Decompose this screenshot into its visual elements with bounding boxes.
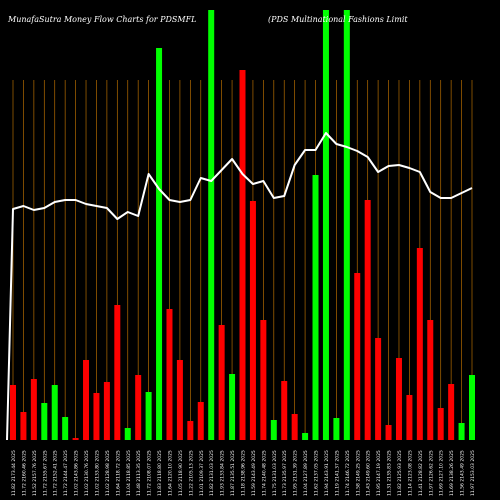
- money-flow-bar: [93, 393, 100, 440]
- price-line: [6, 132, 473, 441]
- x-tick-label: 11.75 2131.03 2025: [272, 450, 278, 496]
- x-tick-label: 11.97 2153.03 2025: [470, 450, 476, 496]
- money-flow-bar: [291, 414, 298, 440]
- x-tick-label: 11.94 2143.91 2025: [324, 450, 330, 496]
- money-flow-bar: [41, 403, 48, 440]
- money-flow-bar: [385, 425, 392, 440]
- x-tick-label: 11.72 2144.47 2025: [63, 450, 69, 496]
- x-tick-label: 11.02 2143.86 2025: [74, 450, 80, 496]
- x-tick-label: 11.95 2131.39 2025: [293, 450, 299, 496]
- x-tick-label: 11.01 2109.37 2025: [199, 450, 205, 496]
- x-tick-label: 11.83 2118.80 2025: [157, 450, 163, 496]
- money-flow-bar: [135, 375, 142, 440]
- money-flow-bar: [260, 320, 267, 440]
- money-flow-bar: [103, 382, 110, 440]
- money-flow-bar: [302, 433, 309, 440]
- money-flow-bar: [343, 10, 350, 440]
- bars: [10, 10, 475, 440]
- money-flow-bar: [427, 320, 434, 440]
- money-flow-bar: [270, 420, 277, 440]
- money-flow-bar: [62, 417, 69, 440]
- money-flow-bar: [249, 201, 256, 440]
- money-flow-bar: [51, 385, 58, 440]
- money-flow-bar: [354, 273, 361, 440]
- x-tick-label: 11.02 2128.98 2025: [105, 450, 111, 496]
- x-tick-label: 11.59 2143.49 2025: [251, 450, 257, 496]
- money-flow-bar: [20, 412, 27, 440]
- money-flow-bar: [10, 385, 16, 440]
- x-tick-label: 11.31 2135.83 2025: [387, 450, 393, 496]
- x-tick-label: 11.41 2128.82 2025: [418, 450, 424, 496]
- x-tick-label: 11.72 2160.46 2025: [21, 450, 27, 496]
- money-flow-bar: [375, 338, 382, 440]
- x-tick-label: 11.74 2140.48 2025: [261, 450, 267, 496]
- x-tick-label: 11.52 2157.76 2025: [32, 450, 38, 496]
- x-tick-label: 11.58 2149.25 2025: [355, 450, 361, 496]
- x-tick-label: 11.04 2118.85 2025: [126, 450, 132, 496]
- x-tick-label: 11.95 2147.19 2025: [376, 450, 382, 496]
- x-tick-label: 11.72 2152.41 2025: [53, 450, 59, 496]
- money-flow-bar: [30, 379, 37, 440]
- money-flow-bar: [72, 438, 79, 440]
- x-tick-label: 11.72 2108.07 2025: [147, 450, 153, 496]
- money-flow-bar: [124, 428, 131, 440]
- x-tick-label: 11.43 2149.60 2025: [366, 450, 372, 496]
- money-flow-bar: [437, 408, 444, 440]
- x-tick-label: 11.69 2138.26 2025: [449, 450, 455, 496]
- x-tick-label: 11.97 2126.62 2025: [428, 450, 434, 496]
- x-tick-label: 11.74 2146.72 2025: [345, 450, 351, 496]
- money-flow-bar: [448, 384, 455, 440]
- money-flow-bar: [176, 360, 183, 440]
- money-flow-bar: [208, 10, 215, 440]
- x-tick-label: 11.56 2143.49 2025: [460, 450, 466, 496]
- x-tick-label: 11.19 2141.37 2025: [334, 450, 340, 496]
- money-flow-bar: [322, 10, 329, 440]
- x-tick-label: 11.82 2125.93 2025: [397, 450, 403, 496]
- x-tick-label: 11.02 2130.76 2025: [84, 450, 90, 496]
- money-flow-bar: [458, 423, 465, 440]
- x-tick-label: 11.18 2138.96 2025: [241, 450, 247, 496]
- x-tick-label: 11.82 2173.44 2025: [11, 450, 17, 496]
- x-tick-label: 11.05 2118.90 2025: [178, 450, 184, 496]
- x-tick-labels: 11.82 2173.44 2025 11.72 2160.46 2025 11.5…: [11, 450, 476, 496]
- x-tick-label: 11.14 2123.08 2025: [407, 450, 413, 496]
- money-flow-bar: [239, 70, 246, 440]
- x-tick-label: 11.64 2120.10 2025: [167, 450, 173, 496]
- x-tick-label: 11.04 2127.89 2025: [303, 450, 309, 496]
- money-flow-bar: [364, 200, 371, 440]
- x-tick-label: 11.69 2127.10 2025: [439, 450, 445, 496]
- money-flow-bar: [187, 421, 194, 440]
- x-tick-label: 11.02 2133.80 2025: [94, 450, 100, 496]
- x-tick-label: 11.82 2131.03 2025: [209, 450, 215, 496]
- price-line-layer: [6, 132, 473, 441]
- x-tick-label: 11.64 2118.72 2025: [115, 450, 121, 496]
- money-flow-bar: [416, 248, 423, 440]
- money-flow-bar: [333, 418, 340, 440]
- money-flow-bar: [469, 375, 475, 440]
- money-flow-bar: [395, 358, 402, 440]
- money-flow-bar: [218, 325, 225, 440]
- money-flow-bar: [114, 305, 121, 440]
- money-flow-bar: [281, 381, 288, 440]
- money-flow-bar: [156, 48, 163, 440]
- x-tick-label: 11.72 2155.67 2025: [42, 450, 48, 496]
- x-tick-label: 11.22 2105.13 2025: [188, 450, 194, 496]
- chart-subtitle: (PDS Multinational Fashions Limit: [268, 15, 408, 24]
- money-flow-bar: [197, 402, 204, 440]
- chart-title: MunafaSutra Money Flow Charts for PDSMFL: [7, 15, 196, 24]
- money-flow-bar: [312, 175, 319, 440]
- x-tick-label: 11.87 2135.51 2025: [230, 450, 236, 496]
- money-flow-bar: [83, 360, 90, 440]
- money-flow-bar: [406, 395, 413, 440]
- money-flow-bar: [229, 374, 236, 440]
- x-tick-label: 11.73 2135.97 2025: [282, 450, 288, 496]
- money-flow-bar: [166, 309, 173, 440]
- x-tick-label: 11.93 2133.84 2025: [220, 450, 226, 496]
- x-tick-label: 11.62 2137.05 2025: [314, 450, 320, 496]
- money-flow-bar: [145, 392, 152, 440]
- x-tick-label: 11.48 2113.35 2025: [136, 450, 142, 496]
